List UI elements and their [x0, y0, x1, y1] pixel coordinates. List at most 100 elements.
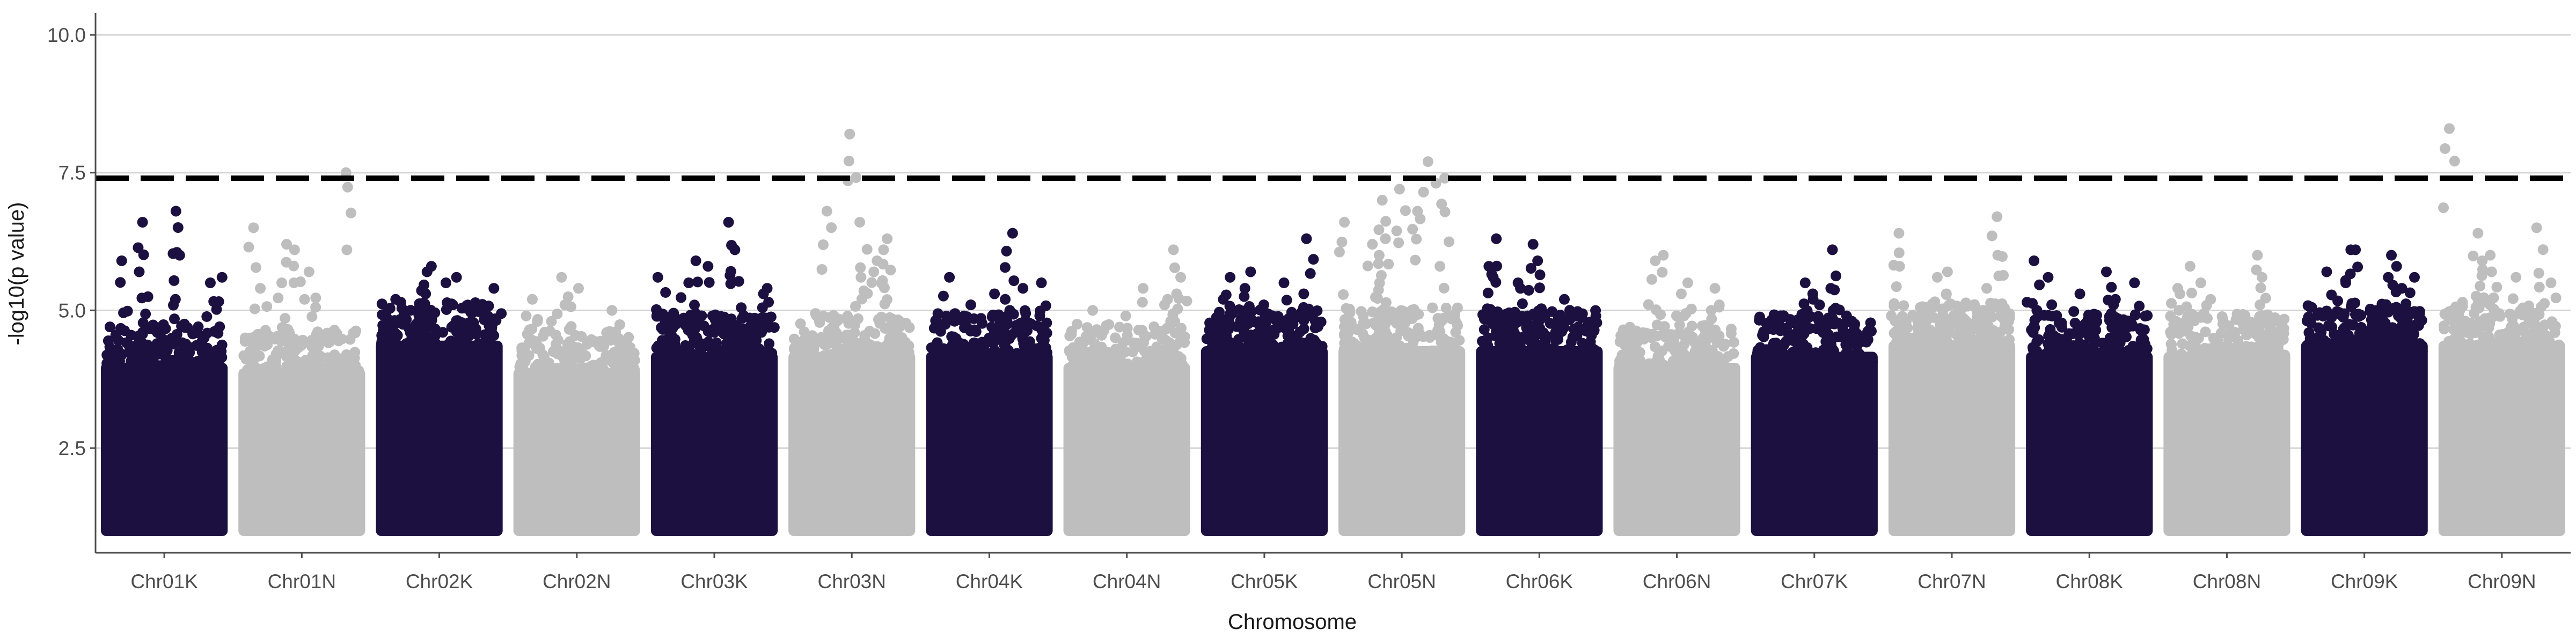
snp-point	[1861, 336, 1872, 348]
snp-point	[711, 337, 722, 348]
snp-point	[2215, 327, 2227, 339]
snp-point	[2399, 326, 2411, 338]
snp-point	[2309, 348, 2321, 360]
snp-point	[680, 347, 691, 358]
snp-point	[1008, 275, 1020, 287]
dense-points-band	[1338, 346, 1466, 536]
snp-point	[1084, 353, 1095, 364]
snp-point	[1237, 352, 1248, 363]
snp-point	[550, 339, 561, 350]
snp-point	[1154, 354, 1166, 365]
chromosome-group-chr05n	[1334, 156, 1466, 536]
snp-point	[1817, 348, 1828, 359]
snp-point	[1795, 320, 1806, 332]
snp-point	[872, 358, 883, 370]
snp-point	[1773, 317, 1784, 328]
snp-point	[1299, 354, 1310, 365]
snp-point	[2077, 357, 2089, 369]
top-hit-point	[2129, 277, 2140, 288]
snp-point	[926, 342, 937, 353]
top-hit-point	[1339, 217, 1350, 228]
top-hit-point	[289, 244, 300, 255]
top-hit-point	[451, 272, 462, 283]
snp-point	[724, 358, 736, 369]
snp-point	[1591, 317, 1602, 328]
snp-point	[1651, 319, 1663, 331]
snp-point	[1529, 354, 1540, 365]
snp-point	[1391, 225, 1402, 237]
snp-point	[2167, 324, 2178, 335]
top-hit-point	[488, 283, 500, 294]
snp-point	[1036, 341, 1048, 352]
snp-point	[2353, 309, 2364, 320]
snp-point	[348, 327, 359, 339]
top-hit-point	[1981, 283, 1992, 294]
snp-point	[588, 376, 599, 387]
top-hit-point	[134, 266, 145, 277]
snp-point	[941, 311, 952, 322]
snp-point	[1986, 230, 1997, 241]
chromosome-group-chr08n	[2163, 250, 2290, 536]
snp-point	[1169, 262, 1180, 273]
snp-point	[879, 298, 890, 310]
snp-point	[138, 249, 149, 260]
snp-point	[2217, 318, 2228, 330]
snp-point	[2129, 309, 2141, 320]
top-hit-point	[1377, 195, 1388, 206]
snp-point	[1375, 352, 1386, 363]
snp-point	[823, 338, 834, 349]
snp-point	[1754, 311, 1765, 323]
snp-point	[1279, 320, 1290, 331]
snp-point	[346, 207, 357, 218]
top-hit-point	[702, 261, 714, 272]
snp-point	[2410, 319, 2421, 331]
snp-point	[2031, 352, 2042, 363]
snp-point	[575, 348, 587, 360]
snp-point	[763, 357, 774, 369]
snp-point	[1488, 319, 1499, 330]
snp-point	[2337, 348, 2348, 360]
top-hit-point	[878, 244, 889, 255]
snp-point	[2262, 309, 2273, 320]
chromosome-group-chr03n	[788, 128, 916, 536]
top-hit-point	[855, 272, 867, 283]
snp-point	[1343, 353, 1355, 364]
snp-point	[2074, 338, 2085, 349]
snp-point	[1141, 358, 1153, 369]
snp-point	[564, 324, 575, 335]
snp-point	[2097, 338, 2108, 349]
snp-point	[252, 375, 264, 386]
snp-point	[2201, 313, 2213, 324]
snp-point	[131, 354, 142, 365]
snp-point	[2366, 306, 2377, 318]
snp-point	[999, 340, 1011, 352]
snp-point	[567, 376, 578, 387]
snp-point	[725, 266, 736, 277]
snp-point	[336, 333, 347, 345]
top-hit-point	[1120, 310, 1131, 321]
snp-point	[985, 352, 996, 363]
top-hit-point	[882, 233, 893, 244]
snp-point	[1975, 323, 1987, 334]
snp-point	[1843, 353, 1855, 364]
snp-point	[703, 336, 714, 348]
snp-point	[1070, 356, 1081, 367]
snp-point	[2034, 279, 2045, 290]
snp-point	[2353, 333, 2365, 345]
snp-point	[1379, 343, 1391, 354]
snp-point	[1201, 333, 1212, 345]
snp-point	[1375, 270, 1387, 281]
snp-point	[376, 348, 387, 360]
snp-point	[1360, 352, 1371, 363]
snp-point	[707, 310, 718, 321]
top-hit-point	[1301, 233, 1312, 244]
snp-point	[1408, 337, 1419, 348]
snp-point	[1344, 307, 1356, 318]
snp-point	[338, 363, 349, 374]
top-hit-point	[276, 277, 288, 288]
top-hit-point	[1245, 266, 1256, 277]
top-hit-point	[1941, 288, 1952, 299]
top-hit-point	[1841, 310, 1852, 321]
snp-point	[1480, 307, 1491, 318]
snp-point	[1372, 293, 1383, 304]
